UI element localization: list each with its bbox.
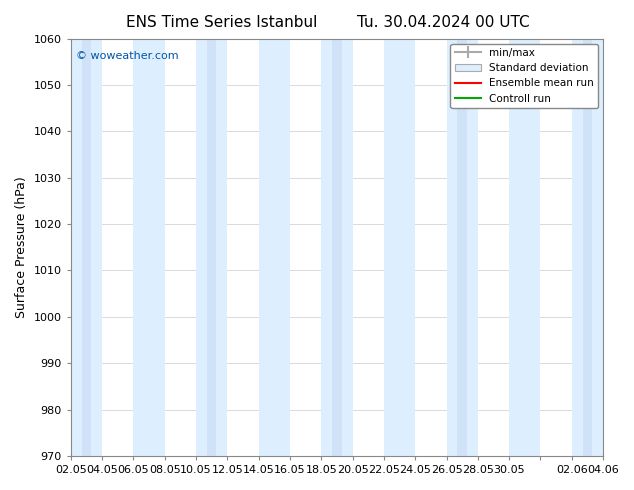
Bar [82, 39, 91, 456]
Bar [509, 39, 541, 456]
Bar [196, 39, 228, 456]
Bar [332, 39, 342, 456]
Y-axis label: Surface Pressure (hPa): Surface Pressure (hPa) [15, 176, 28, 318]
Bar [384, 39, 415, 456]
Bar [321, 39, 353, 456]
Bar [133, 39, 165, 456]
Bar [207, 39, 216, 456]
Legend: min/max, Standard deviation, Ensemble mean run, Controll run: min/max, Standard deviation, Ensemble me… [451, 44, 598, 108]
Text: ENS Time Series Istanbul: ENS Time Series Istanbul [126, 15, 318, 30]
Bar [572, 39, 603, 456]
Bar [259, 39, 290, 456]
Text: © woweather.com: © woweather.com [76, 51, 179, 61]
Bar [583, 39, 592, 456]
Bar [446, 39, 478, 456]
Bar [71, 39, 102, 456]
Bar [458, 39, 467, 456]
Text: Tu. 30.04.2024 00 UTC: Tu. 30.04.2024 00 UTC [358, 15, 530, 30]
